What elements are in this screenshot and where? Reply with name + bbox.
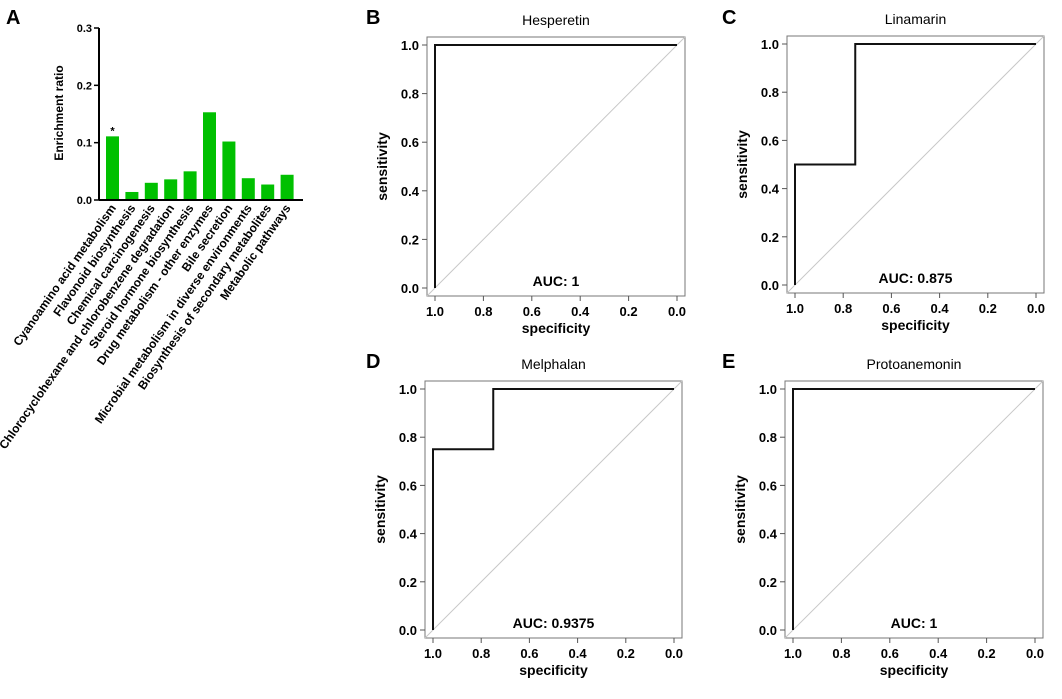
- x-tick-label: 0.8: [834, 301, 852, 316]
- y-axis-title: sensitivity: [734, 130, 750, 199]
- reference-diagonal: [785, 381, 1043, 638]
- y-tick-label: 0.2: [77, 80, 92, 92]
- bar: [242, 178, 255, 200]
- auc-label: AUC: 1: [533, 273, 580, 289]
- bar: [281, 175, 294, 200]
- y-tick-label: 0.3: [77, 23, 92, 35]
- y-axis-title: sensitivity: [374, 132, 390, 201]
- y-axis-title: Enrichment ratio: [52, 65, 66, 160]
- x-axis-title: specificity: [522, 320, 591, 336]
- y-axis-ticks: 0.0 0.1 0.2 0.3: [77, 23, 99, 207]
- panel-letter: D: [366, 351, 380, 373]
- chart-title: Hesperetin: [522, 12, 590, 28]
- y-tick-label: 1.0: [399, 382, 417, 397]
- y-tick-label: 0.8: [399, 430, 417, 445]
- y-tick-label: 0.2: [759, 575, 777, 590]
- x-tick-label: 0.6: [523, 304, 541, 319]
- y-tick-label: 0.0: [759, 623, 777, 638]
- x-tick-label: 1.0: [426, 304, 444, 319]
- x-tick-label: 0.8: [472, 646, 490, 661]
- x-tick-label: 0.4: [571, 304, 590, 319]
- panel-e-roc-protoanemonin: E Protoanemonin 0.0 1.0 0.2 0.8 0.4 0.6 0.6 0.4 0.…: [722, 351, 1044, 678]
- axes: [99, 28, 303, 200]
- y-tick-label: 0.8: [759, 430, 777, 445]
- panel-b-roc-hesperetin: B Hesperetin 0.0 1.0 0.2 0.8 0.4 0.6 0.6 0.4 0.8 0.…: [366, 7, 686, 336]
- auc-label: AUC: 0.875: [879, 270, 953, 286]
- x-tick-label: 0.6: [881, 646, 899, 661]
- y-tick-label: 0.2: [761, 230, 779, 245]
- y-axis-title: sensitivity: [372, 475, 388, 544]
- y-tick-label: 0.6: [759, 478, 777, 493]
- y-tick-label: 1.0: [759, 382, 777, 397]
- bar: [184, 171, 197, 200]
- y-tick-label: 0.0: [399, 623, 417, 638]
- panel-d-roc-melphalan: D Melphalan 0.0 1.0 0.2 0.8 0.4 0.6 0.6 0.4 0.8 0.2…: [366, 351, 683, 678]
- y-tick-label: 0.4: [401, 184, 420, 199]
- y-tick-label: 0.0: [77, 195, 92, 207]
- bar: [125, 192, 138, 200]
- y-tick-label: 1.0: [401, 38, 419, 53]
- panel-letter: E: [722, 351, 735, 373]
- x-tick-label: 1.0: [784, 646, 802, 661]
- y-tick-label: 0.2: [399, 575, 417, 590]
- bar: [106, 136, 119, 200]
- x-tick-label: 0.2: [978, 646, 996, 661]
- panel-a-bar-chart: A Enrichment ratio 0.0 0.1 0.2 0.3 Cyanoami…: [0, 7, 303, 452]
- bar: [203, 112, 216, 200]
- x-tick-label: 0.2: [620, 304, 638, 319]
- x-tick-label: 0.0: [1026, 646, 1044, 661]
- y-tick-label: 0.6: [399, 478, 417, 493]
- x-tick-label: 0.8: [832, 646, 850, 661]
- y-tick-label: 0.2: [401, 232, 419, 247]
- significance-annotations: *: [110, 125, 115, 137]
- x-tick-label: 0.4: [569, 646, 588, 661]
- x-tick-label: 0.6: [520, 646, 538, 661]
- y-tick-label: 0.6: [401, 135, 419, 150]
- chart-title: Melphalan: [521, 356, 586, 372]
- y-tick-label: 0.4: [761, 182, 780, 197]
- reference-diagonal: [427, 37, 685, 296]
- x-tick-label: 0.2: [617, 646, 635, 661]
- chart-title: Protoanemonin: [867, 356, 962, 372]
- x-tick-label: 0.6: [882, 301, 900, 316]
- y-tick-label: 1.0: [761, 37, 779, 52]
- y-tick-label: 0.4: [759, 527, 778, 542]
- y-axis-title: sensitivity: [732, 475, 748, 544]
- y-tick-label: 0.8: [401, 87, 419, 102]
- x-tick-label: 0.0: [1027, 301, 1045, 316]
- x-tick-label: 0.2: [979, 301, 997, 316]
- x-tick-label: 0.4: [929, 646, 948, 661]
- x-axis-title: specificity: [881, 317, 950, 333]
- auc-label: AUC: 0.9375: [513, 615, 595, 631]
- bars: [106, 112, 294, 200]
- bar: [261, 185, 274, 200]
- chart-title: Linamarin: [885, 11, 946, 27]
- bar: [145, 183, 158, 200]
- auc-label: AUC: 1: [891, 615, 938, 631]
- x-tick-label: 1.0: [786, 301, 804, 316]
- significance-star: *: [110, 125, 115, 137]
- reference-diagonal: [425, 381, 682, 638]
- y-tick-label: 0.8: [761, 85, 779, 100]
- x-axis-title: specificity: [880, 662, 949, 678]
- panel-letter: C: [722, 7, 736, 29]
- y-tick-label: 0.0: [761, 278, 779, 293]
- x-tick-label: 0.0: [665, 646, 683, 661]
- bar: [222, 142, 235, 200]
- x-tick-label: 0.4: [931, 301, 950, 316]
- y-tick-label: 0.1: [77, 138, 92, 150]
- x-tick-label: 1.0: [424, 646, 442, 661]
- x-tick-label: 0.8: [474, 304, 492, 319]
- y-tick-label: 0.4: [399, 527, 418, 542]
- x-tick-label: 0.0: [668, 304, 686, 319]
- bar: [164, 179, 177, 200]
- x-axis-title: specificity: [519, 662, 588, 678]
- y-tick-label: 0.6: [761, 133, 779, 148]
- y-tick-label: 0.0: [401, 281, 419, 296]
- panel-letter: B: [366, 7, 380, 29]
- panel-letter-a: A: [6, 7, 20, 29]
- panel-c-roc-linamarin: C Linamarin 0.0 1.0 0.2 0.8 0.4 0.6 0.6 0.4 0.8 0.2…: [722, 7, 1045, 333]
